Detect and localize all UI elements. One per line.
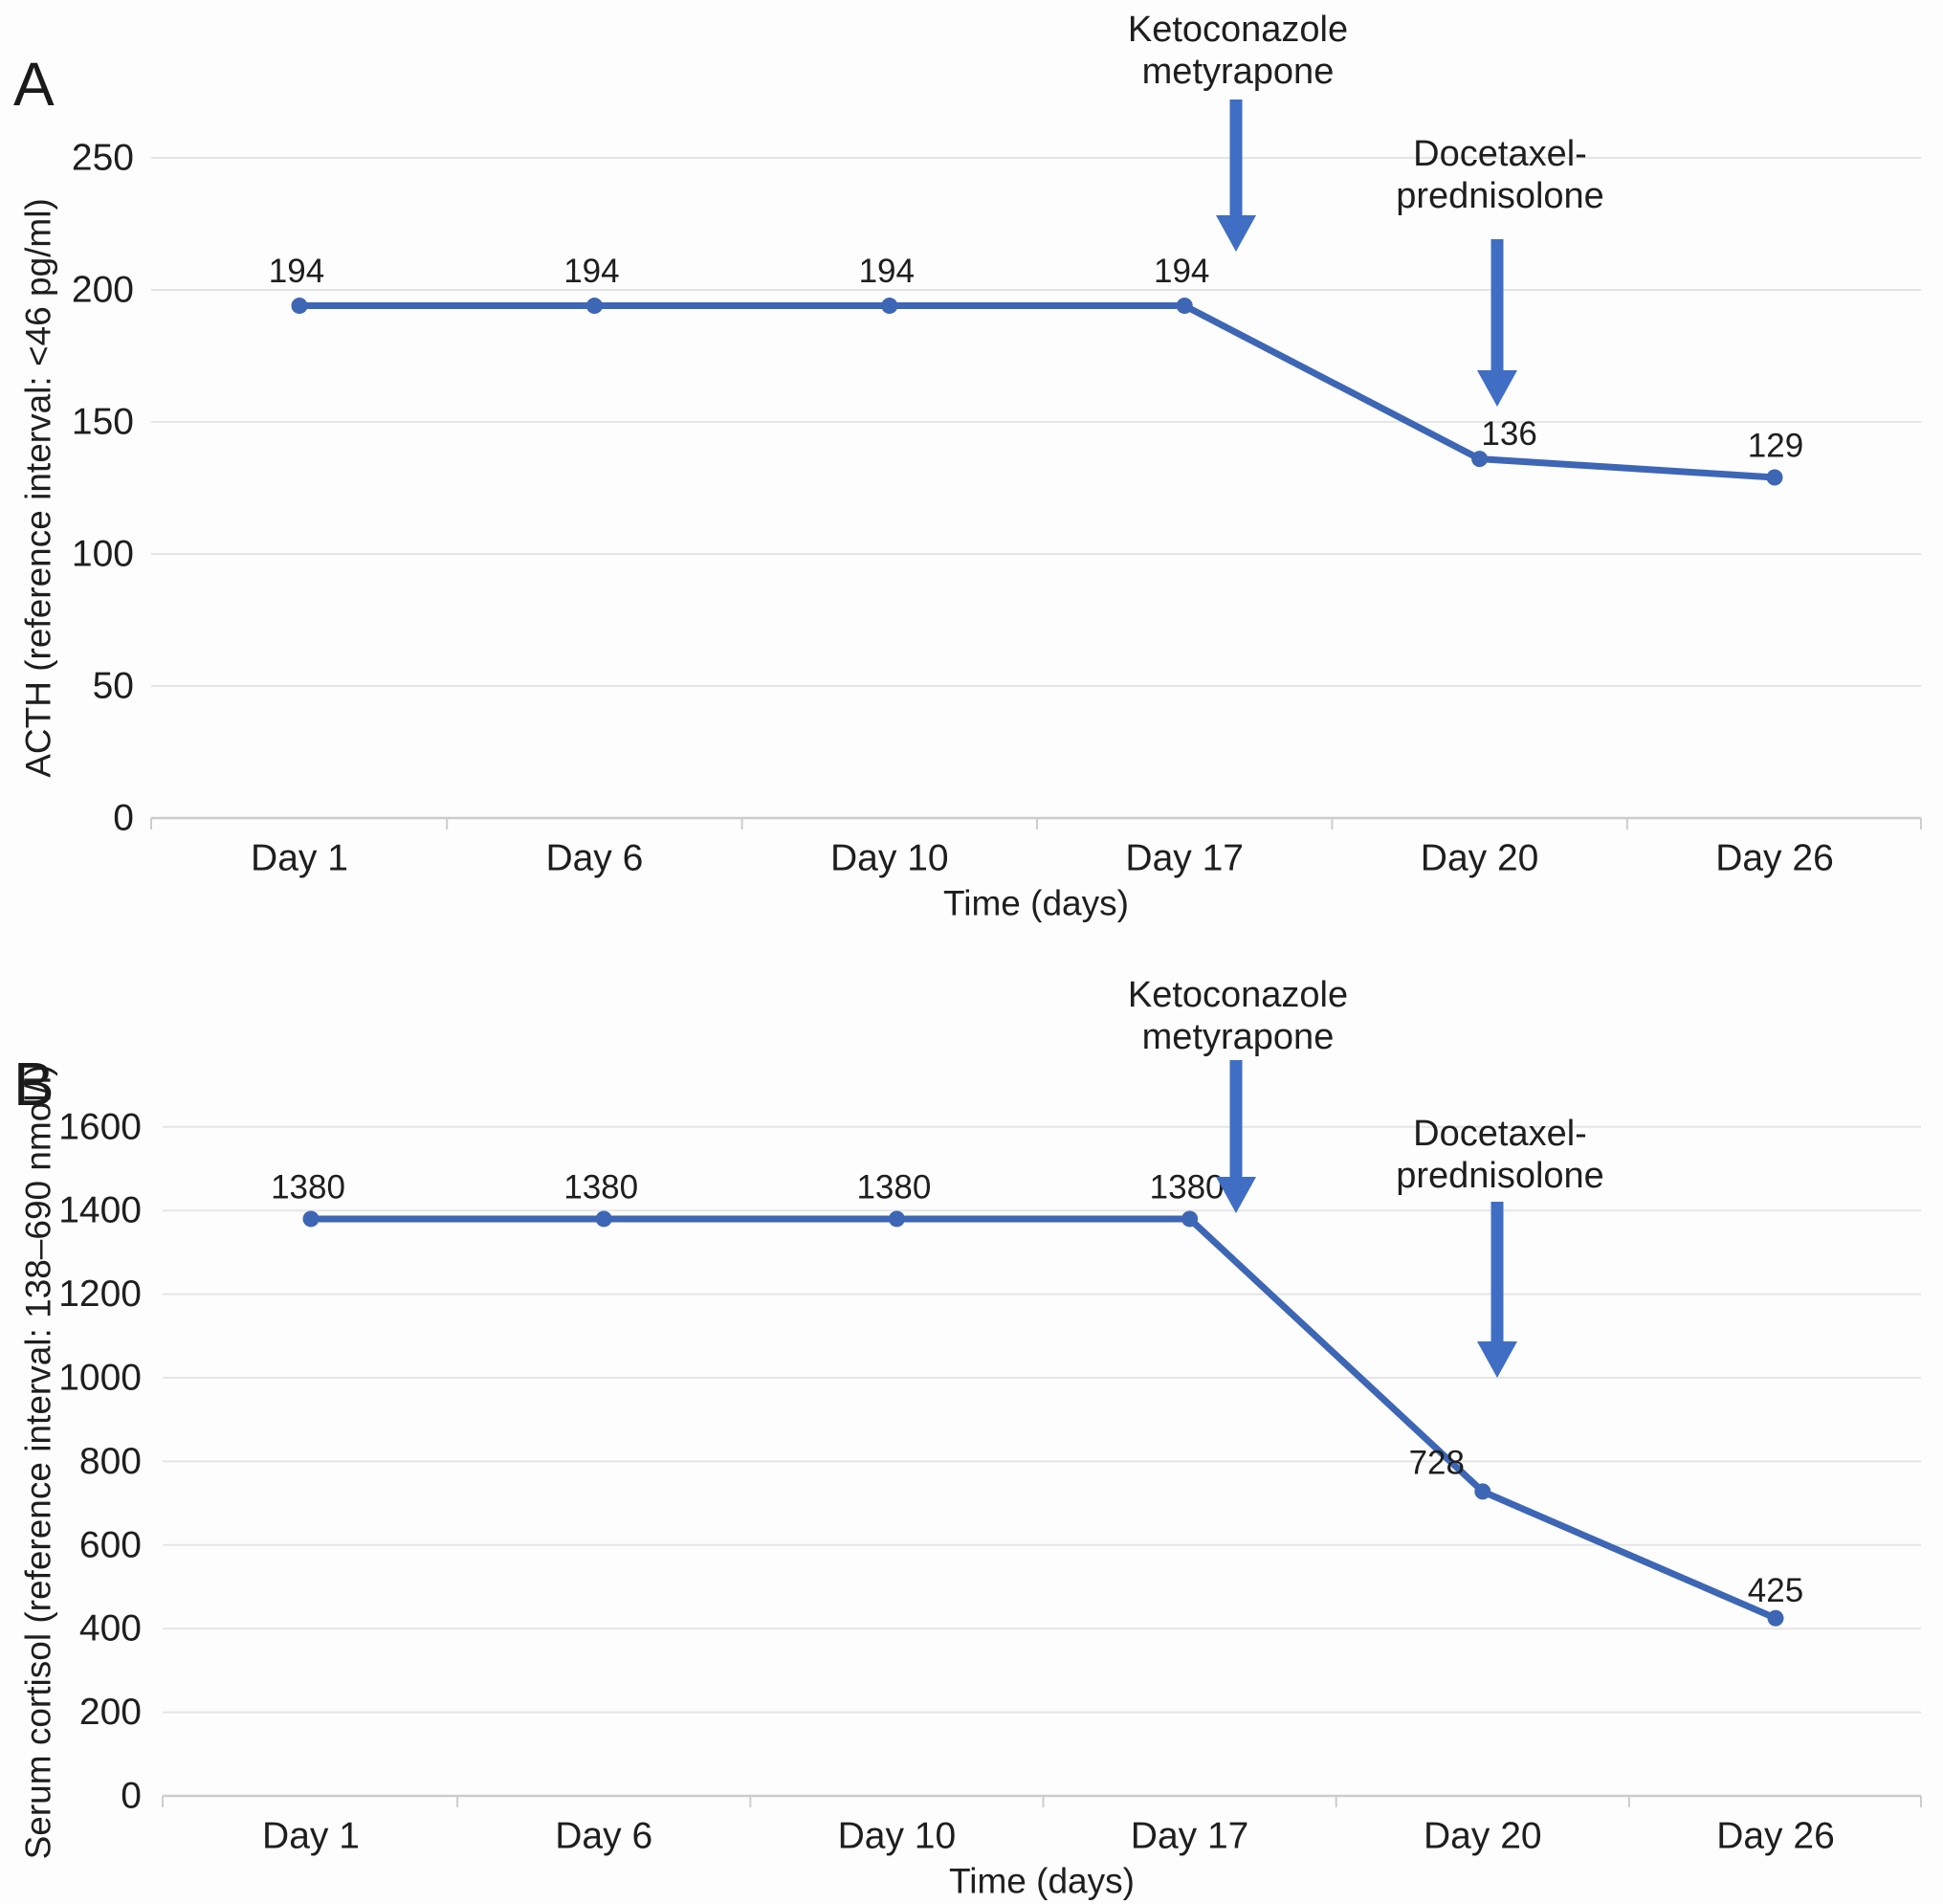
annotation-text: metyrapone [1142,52,1335,92]
data-point [1181,1210,1199,1228]
y-tick-label: 200 [79,1692,142,1733]
panel-letter: A [13,50,55,119]
data-label: 194 [269,253,324,290]
y-tick-label: 600 [79,1524,142,1565]
data-label: 194 [1154,253,1209,290]
series-line [307,1215,1779,1622]
x-tick-label: Day 17 [1125,838,1244,879]
data-point [595,1210,612,1228]
y-tick-label: 1200 [58,1273,142,1315]
data-label: 1380 [563,1168,638,1206]
down-arrow-icon [1477,1202,1517,1378]
x-axis-title: Time (days) [949,1862,1135,1901]
data-label: 425 [1748,1572,1803,1609]
down-arrow-icon [1216,100,1256,252]
y-axis-title: ACTH (reference interval: <46 pg/ml) [19,198,58,778]
x-tick-label: Day 10 [830,838,949,879]
data-label: 136 [1481,415,1536,453]
data-label: 1380 [271,1168,345,1206]
data-point [1474,1483,1491,1500]
x-tick-label: Day 17 [1131,1816,1249,1857]
data-point [291,298,308,315]
y-tick-label: 1600 [58,1106,142,1147]
annotation-text: Ketoconazole [1128,975,1348,1015]
y-tick-label: 200 [72,270,134,311]
data-label: 129 [1748,427,1803,464]
x-tick-label: Day 26 [1716,1816,1835,1857]
x-tick-label: Day 26 [1715,838,1834,879]
data-point [302,1210,320,1228]
data-point [881,298,898,315]
data-label: 1380 [1150,1168,1225,1206]
data-point [1766,469,1783,486]
y-tick-label: 250 [72,138,134,179]
y-tick-label: 0 [121,1776,142,1817]
y-tick-label: 1400 [58,1190,142,1231]
down-arrow-icon [1216,1060,1256,1213]
data-point [1176,298,1193,315]
data-label: 194 [563,253,619,290]
data-point [888,1210,905,1228]
panel-letter: B [13,1050,55,1118]
x-tick-label: Day 6 [545,838,643,879]
y-tick-label: 0 [113,798,134,839]
down-arrow-icon [1477,239,1517,407]
x-tick-label: Day 6 [555,1816,652,1857]
y-tick-label: 150 [72,402,134,443]
data-point [1767,1609,1784,1627]
x-tick-label: Day 1 [251,838,348,879]
x-tick-label: Day 1 [262,1816,360,1857]
data-label: 1380 [856,1168,931,1206]
y-tick-label: 800 [79,1441,142,1482]
annotation-text: Docetaxel- [1413,134,1587,174]
y-tick-label: 1000 [58,1358,142,1399]
annotation-text: Docetaxel- [1413,1114,1587,1154]
annotation-text: prednisolone [1396,1156,1604,1196]
annotation-text: prednisolone [1396,176,1604,216]
panel-a: 0 50 100 150 200 250 ACTH (reference interval:… [13,10,1922,923]
y-tick-label: 400 [79,1608,142,1649]
x-tick-label: Day 20 [1424,1816,1542,1857]
annotation-docetaxel: Docetaxel-prednisolone [1396,1114,1604,1378]
data-point [1471,451,1489,468]
y-tick-label: 100 [72,534,134,575]
annotation-text: metyrapone [1142,1017,1335,1057]
x-tick-label: Day 20 [1421,838,1539,879]
y-axis-title: Serum cortisol (reference interval: 138–… [19,1065,58,1860]
annotation-text: Ketoconazole [1128,10,1348,50]
data-point [585,298,603,315]
y-tick-label: 50 [93,666,134,707]
x-tick-label: Day 10 [838,1816,957,1857]
x-axis-title: Time (days) [943,884,1129,923]
data-label: 194 [859,253,915,290]
annotation-docetaxel: Docetaxel-prednisolone [1396,134,1604,407]
series-line [296,302,1778,481]
data-label: 728 [1409,1444,1465,1481]
